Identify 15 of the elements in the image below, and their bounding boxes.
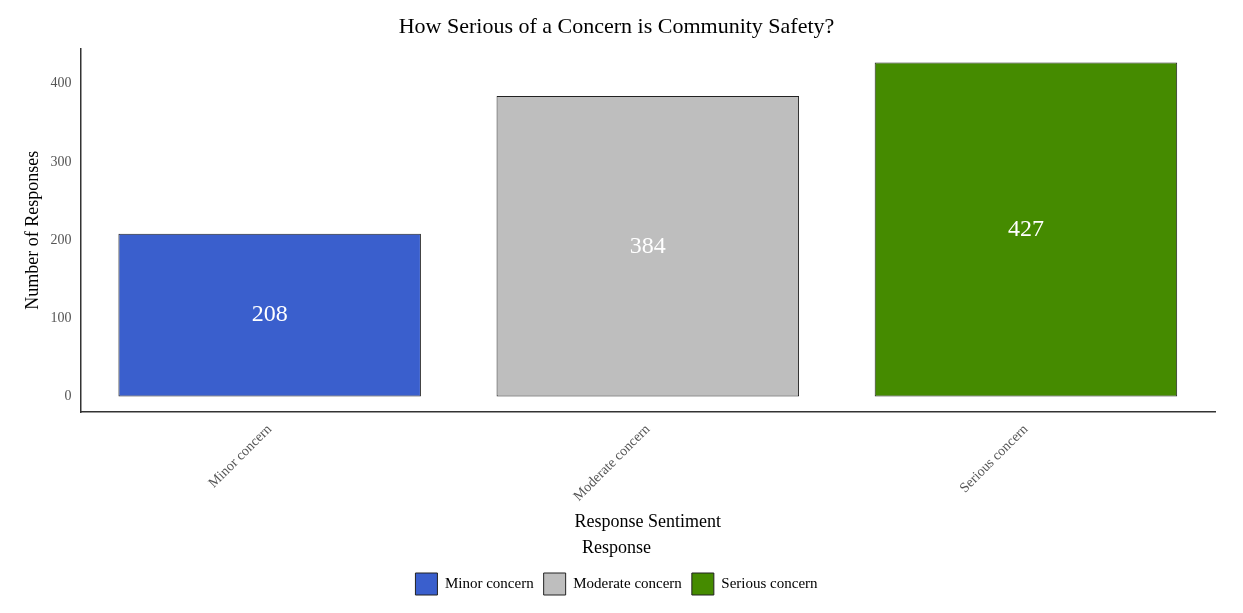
y-tick-label: 0	[64, 388, 72, 404]
legend-label: Serious concern	[721, 574, 819, 591]
x-axis-title: Response Sentiment	[574, 511, 722, 532]
data-label: 427	[1007, 214, 1044, 241]
legend-label: Moderate concern	[573, 574, 683, 591]
legend-title: Response	[582, 537, 651, 558]
y-tick-label: 300	[50, 153, 72, 169]
data-label: 208	[251, 300, 288, 327]
legend-label: Minor concern	[444, 574, 535, 591]
y-tick-label: 400	[50, 75, 72, 91]
y-tick-label: 100	[50, 309, 72, 325]
data-label: 384	[629, 231, 666, 258]
y-axis-title: Number of Responses	[21, 150, 42, 310]
chart-title: How Serious of a Concern is Community Safety?	[398, 12, 835, 38]
y-tick-label: 200	[50, 231, 72, 247]
